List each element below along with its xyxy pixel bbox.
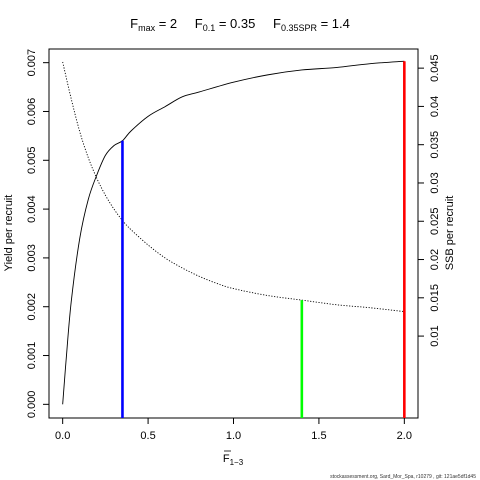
y-right-tick-label: 0.04: [429, 96, 441, 117]
y-left-tick-label: 0.006: [26, 98, 38, 126]
fspr-label: F: [273, 16, 281, 31]
fspr-value: = 1.4: [317, 16, 350, 31]
chart-axes: 0.0 0.5 1.0 1.5 2.0 0.000 0.001 0.002 0.003 0.004…: [26, 49, 441, 442]
chart-marks: [62, 60, 406, 418]
f01-subscript: 0.1: [203, 23, 216, 33]
f01-value: = 0.35: [215, 16, 255, 31]
x-axis-symbol: F: [223, 453, 230, 465]
fmax-label: F: [130, 16, 138, 31]
x-tick-label: 1.0: [226, 430, 241, 442]
y-left-tick-label: 0.003: [26, 244, 38, 272]
y-right-tick-label: 0.045: [429, 54, 441, 82]
y-left-tick-label: 0.000: [26, 391, 38, 419]
y-left-tick-label: 0.007: [26, 49, 38, 77]
footer-note: stockassessment.org, Sard_Mor_Spa, r1027…: [330, 474, 476, 480]
x-axis-title: F1−3: [223, 453, 244, 467]
y-left-tick-label: 0.002: [26, 293, 38, 321]
x-tick-label: 2.0: [397, 430, 412, 442]
y-axis-left-title: Yield per recruit: [3, 195, 15, 272]
x-axis-subscript: 1−3: [230, 458, 244, 467]
y-right-tick-label: 0.015: [429, 284, 441, 312]
yield-per-recruit-curve: [62, 60, 405, 405]
chart-title: Fmax = 2 F0.1 = 0.35 F0.35SPR = 1.4: [130, 16, 350, 33]
y-right-tick-label: 0.01: [429, 325, 441, 346]
fmax-subscript: max: [138, 23, 156, 33]
y-right-tick-label: 0.035: [429, 131, 441, 159]
y-left-tick-label: 0.001: [26, 342, 38, 370]
ssb-per-recruit-curve: [62, 61, 405, 313]
fspr-subscript: 0.35SPR: [281, 23, 318, 33]
x-tick-label: 1.5: [311, 430, 326, 442]
y-right-tick-label: 0.025: [429, 207, 441, 235]
fmax-value: = 2: [155, 16, 177, 31]
y-left-tick-label: 0.004: [26, 195, 38, 223]
y-right-tick-label: 0.03: [429, 172, 441, 193]
plot-area: [48, 48, 419, 419]
y-right-tick-label: 0.02: [429, 249, 441, 270]
f01-label: F: [195, 16, 203, 31]
x-tick-label: 0.0: [55, 430, 70, 442]
x-tick-label: 0.5: [140, 430, 155, 442]
y-left-tick-label: 0.005: [26, 147, 38, 175]
y-axis-right-title: SSB per recruit: [444, 196, 456, 271]
